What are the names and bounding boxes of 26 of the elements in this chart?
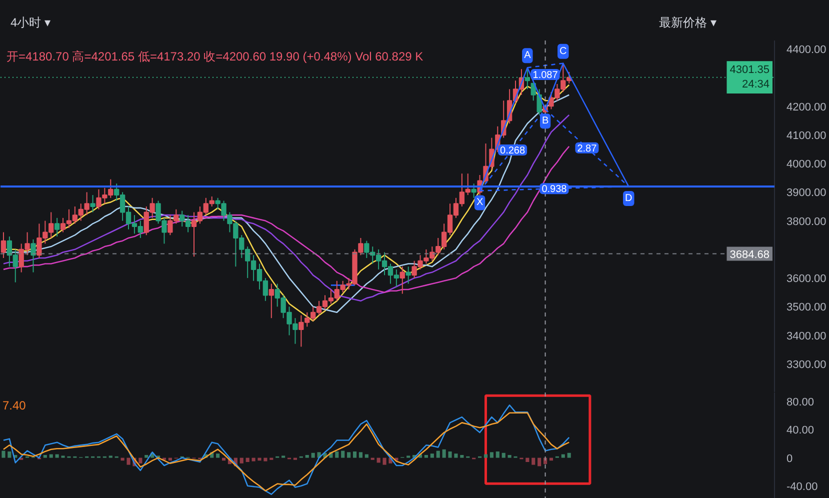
y-tick-label: 4000.00 [786, 158, 826, 171]
text: 最新价格 ▾ [659, 16, 717, 30]
text: 4小时 ▾ [10, 16, 51, 30]
y-tick-label: 3800.00 [786, 216, 826, 228]
data-label: B [542, 116, 549, 127]
legend-label: 1.087 [532, 70, 558, 82]
y-tick-label: 4400.00 [786, 44, 826, 56]
ref-line-label: 3684.68 [730, 248, 770, 261]
ref-line-label: 4301.35 24:34 [730, 64, 770, 91]
y-tick-label: 40.00 [786, 424, 814, 437]
y-tick-label: 0 [786, 452, 793, 465]
y-tick-label: 3400.00 [786, 330, 826, 342]
text: 开=4180.70 高=4201.65 低=4173.20 收=4200.60 19.90 (+0.48%) Vol 60.829 K [6, 50, 424, 64]
data-label: D [625, 192, 632, 204]
y-tick-label: 3600.00 [786, 273, 826, 286]
y-tick-label: -40.00 [786, 480, 818, 493]
y-tick-label: 4200.00 [786, 101, 826, 114]
y-tick-label: 3900.00 [786, 187, 826, 200]
data-label: X [476, 197, 484, 208]
annotation: 7.40 [2, 398, 26, 412]
y-tick-label: 3300.00 [786, 358, 826, 371]
y-tick-label: 3500.00 [786, 302, 826, 314]
y-tick-label: 4100.00 [786, 130, 826, 142]
y-tick-label: 80.00 [786, 396, 814, 409]
data-label: C [560, 46, 567, 57]
data-label: A [524, 50, 532, 62]
